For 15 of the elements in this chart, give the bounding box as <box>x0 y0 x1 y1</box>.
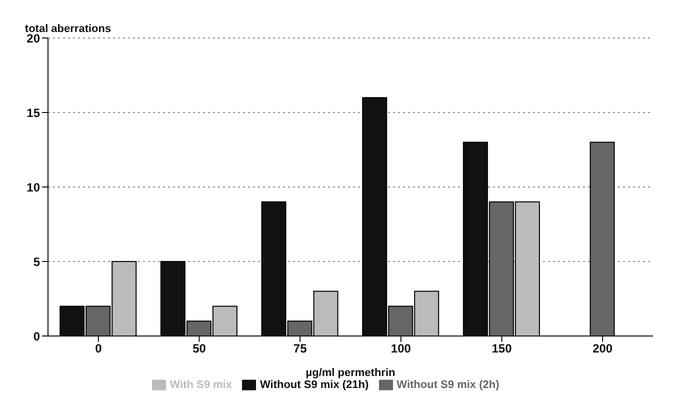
x-tick-label: 75 <box>293 342 308 356</box>
x-tick-label: 50 <box>192 342 206 356</box>
x-tick-label: 100 <box>390 342 412 356</box>
y-tick-label: 0 <box>33 329 40 344</box>
x-tick-label: 200 <box>592 342 613 356</box>
y-tick-label: 10 <box>26 180 40 194</box>
legend-label: Without S9 mix (2h) <box>396 378 500 391</box>
x-axis-title: µg/ml permethrin <box>306 367 396 379</box>
x-tick-label: 0 <box>95 342 102 356</box>
y-tick-label: 5 <box>33 254 40 269</box>
x-tick-label: 150 <box>492 342 512 356</box>
legend-label: Without S9 mix (21h) <box>260 378 369 391</box>
legend-label: With S9 mix <box>170 378 232 391</box>
bar <box>590 142 615 336</box>
y-tick-label: 15 <box>26 106 40 120</box>
